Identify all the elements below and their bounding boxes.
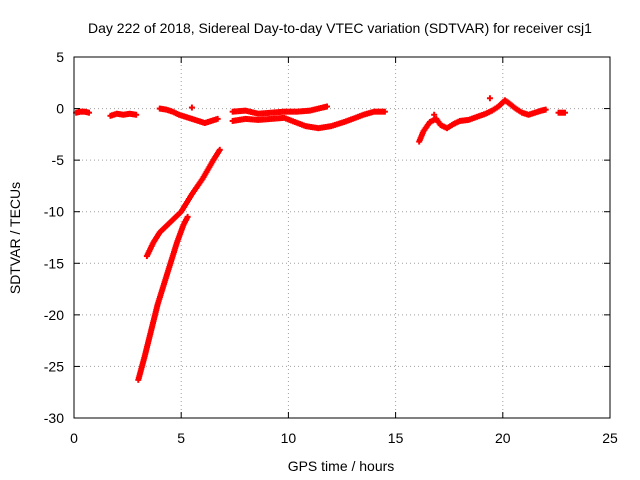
- y-tick-label: 0: [56, 101, 64, 117]
- x-tick-label: 15: [388, 430, 404, 446]
- data-point: [561, 109, 568, 116]
- x-tick-label: 5: [177, 430, 185, 446]
- data-point: [381, 108, 388, 115]
- y-tick-label: -20: [44, 307, 64, 323]
- x-axis-label: GPS time / hours: [288, 458, 395, 474]
- tick-marks: [73, 56, 611, 419]
- data-point: [323, 103, 330, 110]
- x-tick-labels: 0 5 10 15 20 25: [70, 430, 618, 446]
- data-point: [214, 115, 221, 122]
- x-tick-label: 10: [281, 430, 297, 446]
- data-point: [188, 104, 195, 111]
- data-point: [542, 106, 549, 113]
- x-tick-label: 25: [602, 430, 618, 446]
- data-marks: [73, 95, 568, 383]
- data-point: [216, 146, 223, 153]
- x-tick-label: 0: [70, 430, 78, 446]
- y-tick-label: -25: [44, 358, 64, 374]
- chart-title: Day 222 of 2018, Sidereal Day-to-day VTE…: [88, 20, 592, 36]
- data-point: [133, 111, 140, 118]
- y-tick-label: -30: [44, 410, 64, 426]
- x-tick-label: 20: [495, 430, 511, 446]
- data-point: [431, 111, 438, 118]
- data-point: [184, 213, 191, 220]
- y-tick-label: 5: [56, 49, 64, 65]
- y-tick-labels: 5 0 -5 -10 -15 -20 -25 -30: [44, 49, 64, 426]
- y-tick-label: -15: [44, 255, 64, 271]
- y-tick-label: -10: [44, 204, 64, 220]
- data-point: [486, 95, 493, 102]
- y-axis-label: SDTVAR / TECUs: [7, 182, 23, 294]
- data-point: [86, 109, 93, 116]
- plot-frame: [73, 56, 611, 419]
- y-tick-label: -5: [52, 152, 65, 168]
